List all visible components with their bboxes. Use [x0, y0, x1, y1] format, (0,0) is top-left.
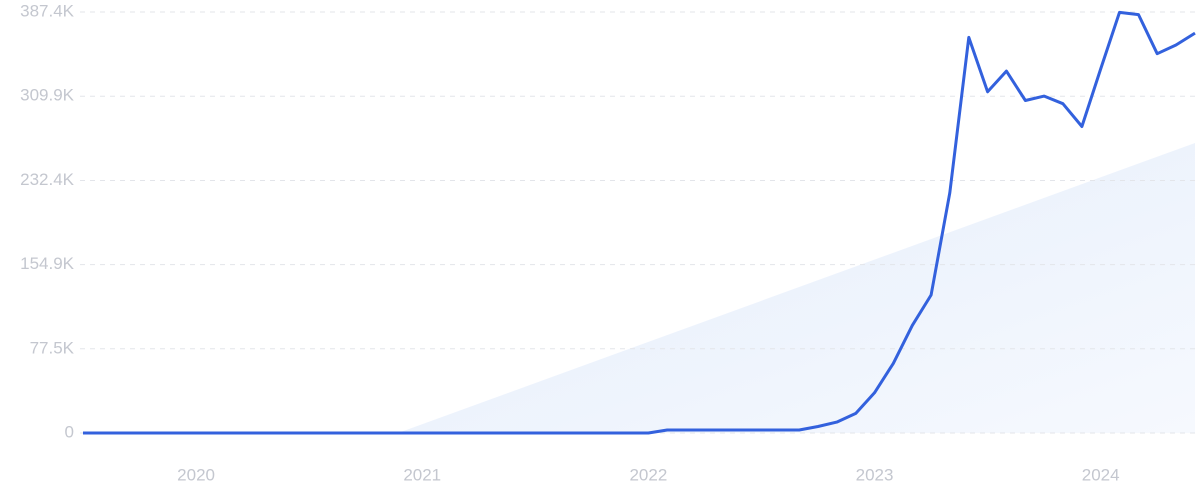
y-tick-label: 154.9K [20, 254, 75, 273]
data-line [83, 10, 1196, 435]
y-tick-label: 0 [65, 422, 74, 441]
trend-area [398, 143, 1195, 433]
x-tick-label: 2021 [403, 465, 441, 484]
x-tick-label: 2020 [177, 465, 215, 484]
x-tick-label: 2022 [629, 465, 667, 484]
x-tick-label: 2024 [1082, 465, 1120, 484]
y-tick-label: 77.5K [30, 338, 75, 357]
y-tick-label: 309.9K [20, 86, 75, 105]
x-tick-label: 2023 [856, 465, 894, 484]
y-tick-label: 232.4K [20, 170, 75, 189]
y-tick-label: 387.4K [20, 1, 75, 20]
